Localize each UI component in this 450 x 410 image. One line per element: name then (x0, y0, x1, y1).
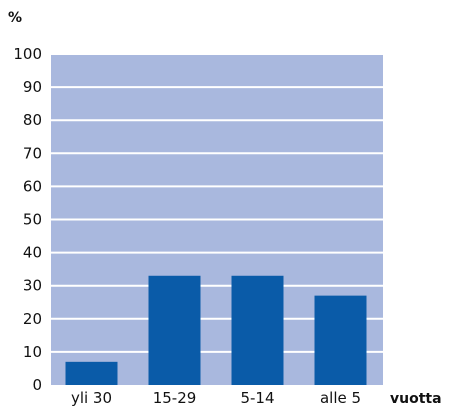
y-axis-unit-label: % (8, 10, 22, 26)
y-tick-label: 30 (23, 277, 42, 295)
x-axis-label: vuotta (390, 391, 442, 407)
x-tick-label: 5-14 (240, 389, 274, 407)
y-tick-label: 60 (23, 177, 42, 195)
x-tick-label: yli 30 (71, 389, 112, 407)
bar (231, 275, 284, 385)
y-tick-label: 40 (23, 244, 42, 262)
y-tick-label: 100 (13, 45, 42, 63)
bars (65, 275, 367, 385)
x-axis-ticks: yli 30 15-29 5-14 alle 5 (71, 389, 361, 407)
y-tick-label: 20 (23, 310, 42, 328)
x-tick-label: alle 5 (320, 389, 361, 407)
y-tick-label: 0 (32, 376, 42, 394)
y-tick-label: 10 (23, 343, 42, 361)
x-tick-label: 15-29 (153, 389, 197, 407)
bar (148, 275, 201, 385)
bar (314, 295, 367, 385)
gridlines (51, 53, 383, 353)
y-tick-label: 50 (23, 211, 42, 229)
y-tick-label: 90 (23, 78, 42, 96)
y-axis-ticks: 0 10 20 30 40 50 60 70 80 90 100 (13, 45, 42, 394)
y-tick-label: 70 (23, 144, 42, 162)
y-tick-label: 80 (23, 111, 42, 129)
bar (65, 361, 118, 385)
